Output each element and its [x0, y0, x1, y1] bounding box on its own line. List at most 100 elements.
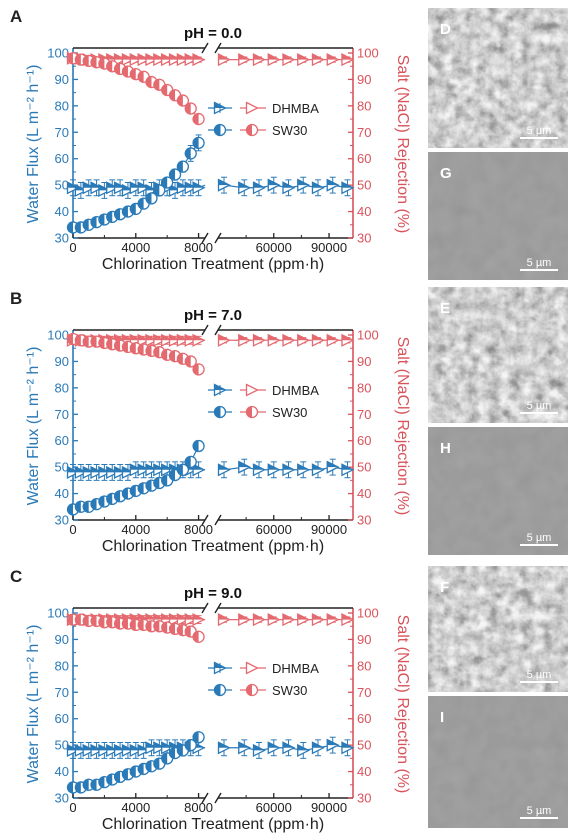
- y-tick-label-left: 80: [55, 98, 69, 113]
- data-point-circle-fill: [114, 208, 121, 220]
- data-point-circle-fill: [161, 622, 168, 634]
- data-point-circle-fill: [106, 493, 113, 505]
- x-tick-label: 4000: [121, 800, 150, 815]
- data-point-triangle-fill: [327, 614, 339, 620]
- data-point-triangle-fill: [193, 334, 205, 341]
- y-axis-label-left: Water Flux (L m⁻² h⁻¹): [25, 625, 42, 784]
- y-tick-label-left: 30: [55, 513, 69, 528]
- legend: DHMBA SW30: [208, 661, 319, 698]
- y-tick-label-left: 80: [55, 380, 69, 395]
- data-point-triangle-fill: [193, 182, 205, 188]
- data-point-triangle-fill: [327, 334, 339, 341]
- data-point-circle-fill: [138, 71, 144, 83]
- data-point-circle-fill: [122, 488, 128, 500]
- axis-break-mark: [201, 324, 209, 336]
- data-point-triangle-fill: [297, 614, 309, 620]
- legend-marker-triangle: [245, 383, 259, 397]
- y-tick-label-left: 40: [55, 764, 69, 779]
- data-point-circle-fill: [185, 456, 191, 468]
- data-point-circle-fill: [161, 474, 168, 486]
- data-point-circle-fill: [145, 760, 152, 772]
- data-point-triangle-fill: [253, 744, 265, 751]
- x-tick-label: 60000: [256, 522, 292, 537]
- data-point-triangle-fill: [238, 182, 250, 188]
- data-point-circle-fill: [67, 52, 73, 64]
- data-point-circle-fill: [114, 340, 121, 352]
- x-axis-label: Chlorination Treatment (ppm·h): [102, 538, 324, 555]
- x-tick-label: 8000: [184, 240, 213, 255]
- data-point-triangle-fill: [238, 54, 250, 60]
- y-tick-label-right: 30: [357, 791, 371, 806]
- data-point-circle-fill: [130, 485, 136, 497]
- data-point-triangle-fill: [341, 54, 353, 60]
- sem-image-G: G 5 µm: [428, 152, 568, 280]
- sem-image-E: E 5 µm: [428, 287, 568, 423]
- data-point-circle-fill: [161, 177, 168, 188]
- x-tick-label: 4000: [121, 240, 150, 255]
- data-point-circle-fill: [145, 76, 152, 88]
- data-point-triangle-fill: [312, 614, 324, 620]
- data-point-triangle-fill: [341, 182, 353, 188]
- x-tick-label: 8000: [184, 522, 213, 537]
- data-point-triangle-fill: [268, 334, 280, 341]
- series-sw30-right: [66, 613, 205, 643]
- data-point-triangle-fill: [238, 742, 250, 748]
- data-point-triangle-fill: [253, 54, 265, 60]
- y-tick-label-left: 70: [55, 407, 69, 422]
- y-tick-label-right: 60: [357, 711, 371, 726]
- x-tick-label: 90000: [311, 240, 347, 255]
- data-point-triangle-fill: [283, 614, 294, 620]
- data-point-circle-fill: [91, 498, 97, 510]
- data-point-circle-fill: [106, 338, 113, 350]
- data-point-triangle-fill: [283, 464, 294, 470]
- y-tick-label-right: 50: [357, 178, 371, 193]
- data-point-circle-fill: [75, 614, 81, 626]
- data-point-circle-fill: [130, 203, 136, 215]
- data-point-triangle-fill: [218, 614, 230, 620]
- data-point-triangle-fill: [218, 334, 230, 341]
- data-point-circle-fill: [75, 221, 81, 233]
- legend-label: DHMBA: [272, 101, 319, 116]
- data-point-circle-fill: [145, 620, 152, 632]
- data-point-circle-fill: [177, 624, 183, 636]
- legend-marker-fill: [214, 124, 220, 136]
- legend: DHMBA SW30: [208, 383, 319, 420]
- data-point-triangle-fill: [268, 614, 280, 620]
- axis-break-mark: [214, 514, 222, 526]
- data-point-circle-fill: [67, 781, 73, 793]
- data-point-circle-fill: [98, 776, 105, 788]
- y-tick-label-right: 70: [357, 685, 371, 700]
- data-point-triangle-fill: [253, 182, 265, 188]
- legend-marker-fill: [214, 406, 220, 418]
- sem-micrograph: [428, 287, 568, 423]
- data-point-circle-fill: [177, 464, 183, 476]
- data-point-circle-fill: [130, 766, 136, 778]
- scale-bar-label: 5 µm: [527, 400, 552, 412]
- data-point-triangle-fill: [297, 179, 309, 186]
- y-axis-label-left: Water Flux (L m⁻² h⁻¹): [25, 347, 42, 506]
- y-tick-label-right: 50: [357, 738, 371, 753]
- axis-break-mark: [201, 602, 209, 614]
- data-point-circle-fill: [75, 334, 81, 346]
- series-dhmba-left: [66, 736, 355, 759]
- x-tick-label: 4000: [121, 522, 150, 537]
- sem-panel-letter: E: [440, 300, 450, 317]
- data-point-triangle-fill: [218, 742, 230, 748]
- series-sw30-right: [66, 332, 205, 376]
- data-point-triangle-fill: [268, 54, 280, 60]
- data-point-circle-fill: [161, 84, 168, 96]
- scale-bar-label: 5 µm: [527, 805, 552, 817]
- data-point-circle-fill: [75, 54, 81, 66]
- chart-panel-A: ApH = 0.0 30 40 50 60 70 80 90 100 30 40 50 60 70 80 90…: [10, 7, 411, 273]
- legend-label: SW30: [272, 405, 307, 420]
- data-point-circle-fill: [177, 161, 183, 173]
- y-tick-label-left: 30: [55, 791, 69, 806]
- chart-panel-B: BpH = 7.0 30 40 50 60 70 80 90 100 30 40 50 60 70 80 90…: [10, 289, 411, 555]
- data-point-circle-fill: [153, 79, 160, 91]
- y-tick-label-right: 30: [357, 513, 371, 528]
- data-point-circle-fill: [177, 353, 183, 365]
- axis-break-mark: [214, 324, 222, 336]
- data-point-circle-fill: [67, 614, 73, 626]
- y-tick-label-right: 100: [357, 46, 379, 61]
- data-point-circle-fill: [75, 501, 81, 513]
